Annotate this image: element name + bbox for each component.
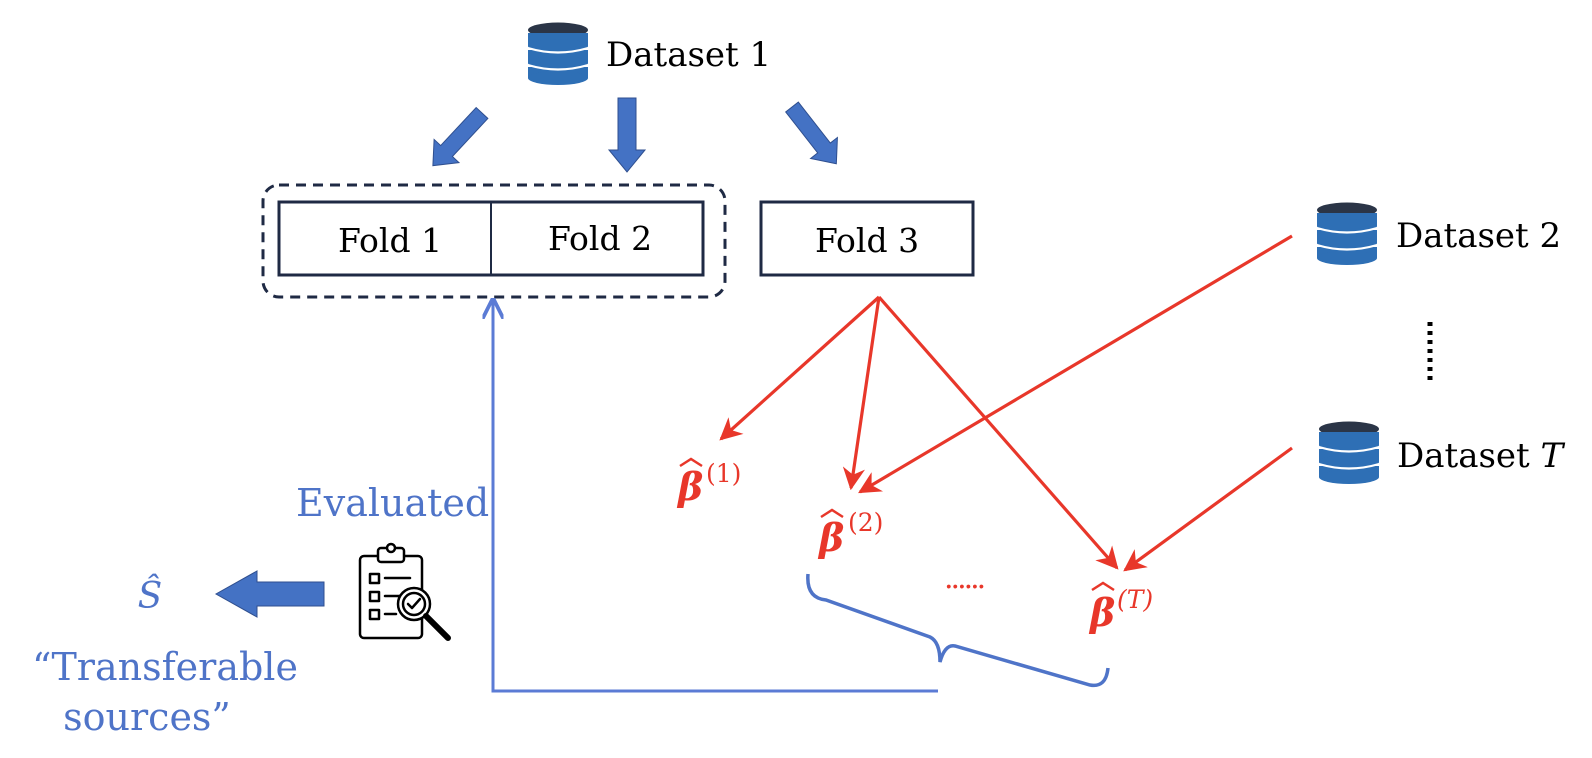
- selected-set-symbol: Ŝ: [138, 575, 163, 617]
- database-icon: [1317, 420, 1381, 486]
- fold-1-label: Fold 1: [338, 221, 442, 260]
- beta-1: β (1): [676, 457, 741, 509]
- evaluated-label: Evaluated: [296, 481, 489, 525]
- dataset-1: Dataset 1: [526, 21, 771, 87]
- result-arrow: [214, 570, 325, 618]
- database-icon: [526, 21, 590, 87]
- result-label-line2: sources”: [63, 695, 231, 739]
- fold-2-label: Fold 2: [548, 219, 652, 258]
- dataset-t: Dataset T: [1317, 420, 1566, 486]
- fold3-to-beta1-arrow: [719, 295, 881, 441]
- hat-icon: [820, 508, 844, 519]
- dataset-2: Dataset 2: [1315, 201, 1561, 267]
- training-folds-group: [261, 183, 727, 299]
- fold-3-label: Fold 3: [815, 221, 919, 260]
- fold-3-box: Fold 3: [759, 200, 975, 277]
- dataset-t-label: Dataset T: [1397, 436, 1566, 476]
- fold3-to-betaT-arrow: [877, 295, 1119, 570]
- datasetT-to-betaT-arrow: [1123, 446, 1293, 572]
- fold3-to-beta2-arrow: [842, 296, 881, 491]
- split-arrows: [432, 97, 838, 173]
- database-icon: [1315, 201, 1379, 267]
- beta-2: β (2): [817, 508, 883, 560]
- beta-1-symbol: β: [676, 464, 703, 509]
- result-label-line1: “Transferable: [32, 645, 298, 689]
- split-arrow-left: [432, 106, 489, 167]
- hat-icon: [679, 457, 703, 468]
- beta-1-superscript: (1): [706, 459, 741, 488]
- split-arrow-middle: [607, 97, 647, 173]
- checklist-magnifier-icon: [358, 542, 451, 641]
- estimates-brace: [806, 573, 1110, 688]
- dataset-1-label: Dataset 1: [606, 35, 771, 75]
- beta-t: β (T): [1088, 581, 1153, 635]
- estimation-arrows: [719, 234, 1293, 572]
- hat-icon: [1091, 581, 1115, 592]
- dataset2-to-beta2-arrow: [858, 234, 1293, 494]
- beta-t-symbol: β: [1088, 590, 1115, 635]
- split-arrow-right: [784, 101, 838, 165]
- beta-2-symbol: β: [817, 515, 844, 560]
- fold-1-2-box: Fold 1 Fold 2: [277, 200, 705, 277]
- estimates: β (1) β (2) β (T) ......: [676, 457, 1153, 635]
- beta-2-superscript: (2): [848, 508, 883, 537]
- beta-t-superscript: (T): [1117, 585, 1153, 614]
- evaluation-feedback-arrow: [493, 300, 938, 693]
- dataset-2-label: Dataset 2: [1396, 216, 1561, 256]
- estimates-ellipsis: ......: [944, 561, 984, 596]
